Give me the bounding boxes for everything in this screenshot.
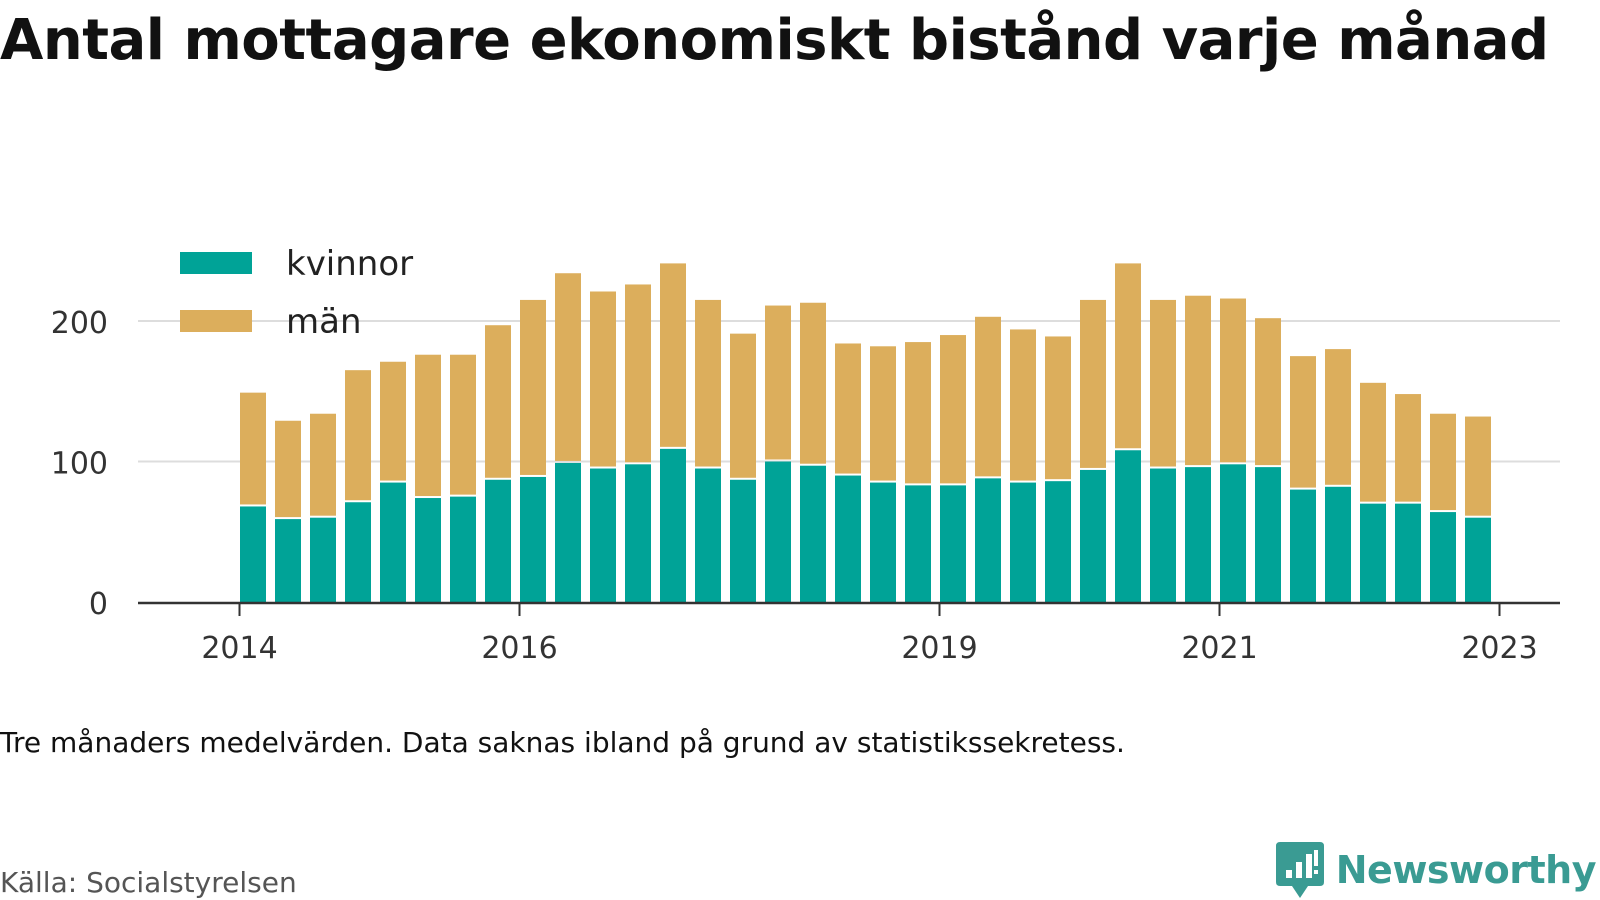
bar-man <box>275 420 301 518</box>
chart-note: Tre månaders medelvärden. Data saknas ib… <box>0 726 1125 759</box>
bar-kvinnor <box>240 506 266 602</box>
bar-kvinnor <box>275 519 301 602</box>
bar-kvinnor <box>1255 467 1281 602</box>
bar-kvinnor <box>1465 517 1491 602</box>
bar-man <box>1360 382 1386 502</box>
bar-man <box>940 335 966 484</box>
x-tick-label: 2016 <box>481 631 557 666</box>
y-tick-label: 100 <box>51 447 108 482</box>
source-label: Källa: Socialstyrelsen <box>0 866 297 899</box>
bar-kvinnor <box>590 468 616 602</box>
bar-man <box>450 354 476 495</box>
bar-kvinnor <box>310 517 336 602</box>
bar-kvinnor <box>730 479 756 602</box>
y-tick-label: 0 <box>89 587 108 622</box>
bar-man <box>1220 298 1246 463</box>
bar-man <box>1395 394 1421 502</box>
legend-swatch <box>180 252 252 274</box>
bar-man <box>380 361 406 481</box>
bar-man <box>835 343 861 474</box>
bars <box>240 263 1491 602</box>
bar-man <box>1430 413 1456 511</box>
bar-kvinnor <box>380 482 406 602</box>
bar-kvinnor <box>1080 469 1106 602</box>
bar-man <box>1185 295 1211 466</box>
bar-kvinnor <box>800 465 826 602</box>
bar-man <box>555 273 581 461</box>
bar-kvinnor <box>835 475 861 602</box>
bar-man <box>520 299 546 475</box>
legend: kvinnor män <box>180 244 413 342</box>
bar-man <box>1045 336 1071 480</box>
bar-man <box>1010 329 1036 481</box>
bar-kvinnor <box>940 485 966 602</box>
bar-man <box>1290 356 1316 488</box>
bar-kvinnor <box>555 462 581 602</box>
bar-kvinnor <box>520 476 546 602</box>
brand-name: Newsworthy <box>1335 848 1597 892</box>
y-tick-label: 200 <box>51 306 108 341</box>
legend-label: kvinnor <box>286 244 413 284</box>
x-tick-label: 2014 <box>201 631 277 666</box>
bar-kvinnor <box>1430 512 1456 602</box>
bar-man <box>730 333 756 478</box>
bar-man <box>695 299 721 467</box>
bar-man <box>1255 318 1281 466</box>
legend-swatch <box>180 310 252 332</box>
bar-kvinnor <box>1045 481 1071 602</box>
bar-man <box>310 413 336 516</box>
chart-title: Antal mottagare ekonomiskt bistånd varje… <box>0 8 1549 73</box>
bar-man <box>660 263 686 447</box>
bar-kvinnor <box>625 464 651 602</box>
bar-man <box>345 370 371 501</box>
bar-kvinnor <box>1150 468 1176 602</box>
bar-man <box>800 302 826 464</box>
bar-man <box>905 342 931 484</box>
bar-kvinnor <box>485 479 511 602</box>
x-axis-ticks: 2014 2016 2019 2021 2023 <box>201 604 1538 666</box>
bar-kvinnor <box>660 448 686 602</box>
bar-kvinnor <box>450 496 476 602</box>
x-tick-label: 2023 <box>1461 631 1537 666</box>
bar-man <box>975 316 1001 477</box>
y-axis-ticks: 0 100 200 <box>51 306 108 622</box>
bar-kvinnor <box>1290 489 1316 602</box>
bar-man <box>415 354 441 497</box>
bar-kvinnor <box>695 468 721 602</box>
bar-man <box>765 305 791 460</box>
bar-kvinnor <box>1220 464 1246 602</box>
bar-kvinnor <box>905 485 931 602</box>
bar-kvinnor <box>870 482 896 602</box>
x-tick-label: 2019 <box>901 631 977 666</box>
bar-man <box>485 325 511 478</box>
brand-logo: Newsworthy <box>1274 840 1597 900</box>
bar-chart-badge-icon <box>1275 842 1324 898</box>
bar-kvinnor <box>765 461 791 602</box>
bar-man <box>1080 299 1106 468</box>
bar-man <box>1465 416 1491 516</box>
bar-man <box>1150 299 1176 467</box>
bar-man <box>1115 263 1141 449</box>
bar-kvinnor <box>345 502 371 602</box>
bar-kvinnor <box>1115 450 1141 602</box>
bar-kvinnor <box>1395 503 1421 602</box>
bar-man <box>240 392 266 505</box>
bar-kvinnor <box>1010 482 1036 602</box>
bar-kvinnor <box>415 498 441 602</box>
legend-label: män <box>286 302 362 342</box>
x-tick-label: 2021 <box>1181 631 1257 666</box>
bar-kvinnor <box>975 478 1001 602</box>
bar-man <box>1325 349 1351 485</box>
bar-kvinnor <box>1360 503 1386 602</box>
bar-man <box>870 346 896 481</box>
bar-kvinnor <box>1325 486 1351 602</box>
bar-man <box>625 284 651 463</box>
bar-man <box>590 291 616 467</box>
bar-kvinnor <box>1185 467 1211 602</box>
